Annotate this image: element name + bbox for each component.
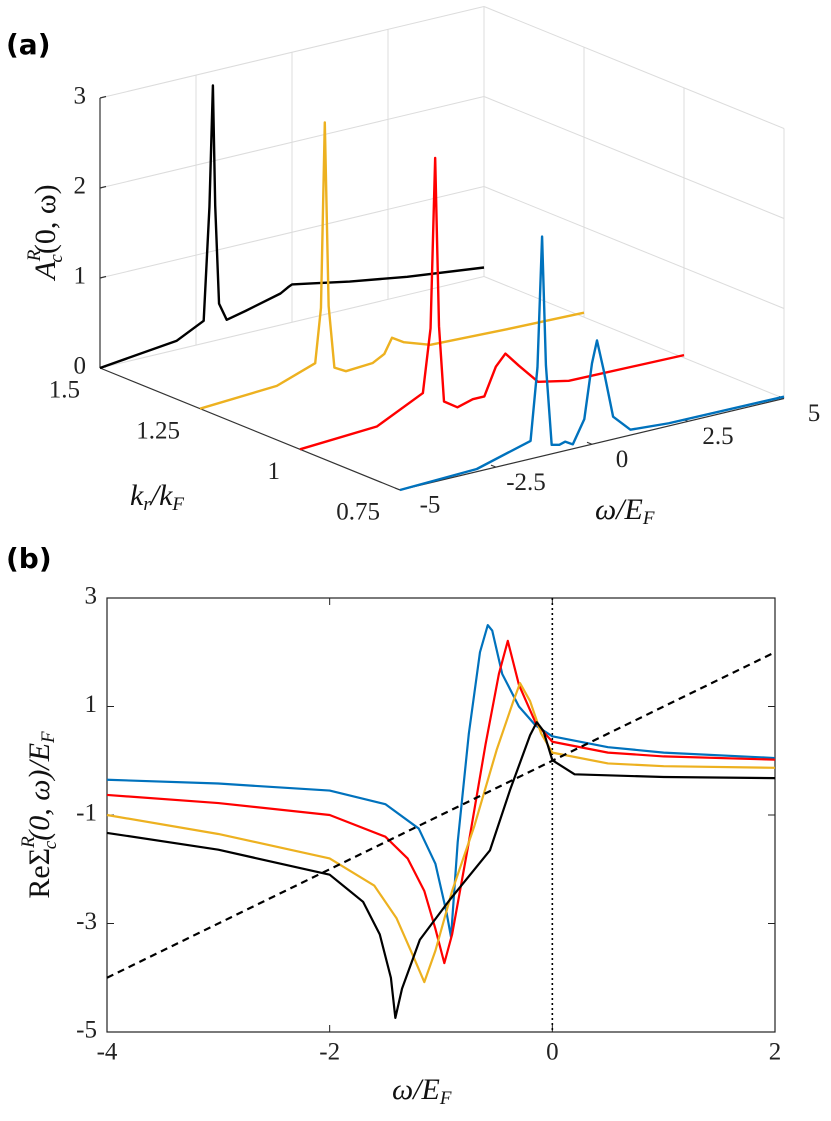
axis-line	[99, 367, 401, 491]
x-tick-label: 0	[546, 1039, 559, 1066]
x-axis-label: ω/EF	[392, 1073, 452, 1109]
tick-mark	[490, 464, 497, 468]
label-part: ω/E	[392, 1073, 440, 1106]
y-tick-label: 1	[268, 458, 281, 485]
grid-line	[483, 6, 785, 129]
series-line	[106, 682, 776, 984]
y-tick-label: 1.5	[49, 377, 80, 404]
series-line	[106, 651, 776, 979]
label-part: (0, ω)/E	[23, 743, 56, 841]
x-tick-label: 0	[616, 446, 629, 473]
y-tick-label: -1	[76, 800, 97, 827]
label-part: ω/E	[595, 493, 643, 526]
x-tick-label: 5	[808, 400, 821, 427]
x-axis-label: ω/EF	[595, 493, 655, 529]
y-tick-label: 0.75	[336, 499, 380, 526]
y-axis-label: ReΣRc(0, ω)/EF	[18, 731, 61, 899]
z-axis-label: ARc(0, ω)	[24, 184, 67, 281]
label-part: c	[40, 840, 61, 849]
plot-area	[106, 597, 776, 1033]
label-part: R	[18, 836, 39, 849]
label-part: ReΣ	[23, 848, 56, 899]
y-tick-label: -5	[76, 1017, 97, 1044]
tick-mark	[99, 185, 107, 189]
y-axis-label: kr/kF	[130, 479, 184, 515]
x-tick-label: 2	[769, 1039, 782, 1066]
series-line	[299, 156, 685, 451]
panel-label: (b)	[6, 542, 52, 575]
label-part: R	[24, 249, 45, 262]
z-tick-label: 1	[74, 263, 87, 290]
label-part: /k	[149, 479, 173, 512]
z-tick-label: 3	[74, 83, 87, 110]
y-tick-label: 1	[85, 691, 98, 718]
label-part: c	[46, 254, 67, 263]
z-tick-label: 2	[74, 173, 87, 200]
y-tick-label: 3	[85, 583, 98, 610]
label-part: A	[29, 261, 62, 282]
tick-mark	[394, 487, 401, 491]
x-tick-label: -2.5	[506, 469, 546, 496]
grid-line	[99, 96, 485, 189]
x-tick-label: -4	[97, 1039, 118, 1066]
label-part: (0, ω)	[29, 184, 62, 254]
panel-label: (a)	[6, 28, 51, 61]
grid-line	[483, 276, 785, 399]
label-part: F	[171, 494, 184, 515]
label-part: F	[38, 731, 59, 744]
tick-mark	[586, 441, 593, 445]
label-part: F	[642, 508, 655, 529]
label-part: r	[143, 494, 151, 515]
grid-line	[99, 186, 485, 279]
x-tick-label: -2	[319, 1039, 340, 1066]
grid-line	[483, 96, 785, 219]
series-line	[99, 84, 485, 370]
series-line	[199, 121, 585, 410]
series-line	[106, 624, 776, 939]
label-part: F	[439, 1088, 452, 1109]
z-tick-label: 0	[74, 353, 87, 380]
x-tick-label: -5	[420, 492, 441, 519]
tick-mark	[99, 95, 107, 99]
y-tick-label: -3	[76, 908, 97, 935]
series-line	[399, 235, 785, 492]
grid-line	[99, 276, 485, 369]
grid-line	[483, 186, 785, 309]
tick-mark	[99, 275, 107, 279]
y-tick-label: 1.25	[136, 417, 180, 444]
label-part: k	[130, 479, 144, 512]
grid-line	[99, 6, 485, 99]
x-tick-label: 2.5	[702, 423, 733, 450]
